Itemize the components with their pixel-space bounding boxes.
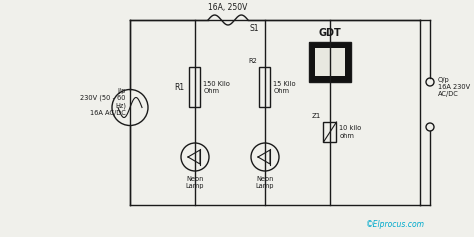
Text: Neon
Lamp: Neon Lamp [186,176,204,189]
Text: I/p
230V (50 - 60
Hz)
16A AC/DC: I/p 230V (50 - 60 Hz) 16A AC/DC [81,87,126,115]
Text: 16A, 250V: 16A, 250V [208,3,248,12]
Text: O/p
16A 230V
AC/DC: O/p 16A 230V AC/DC [438,77,470,97]
Bar [309,42,351,82]
Text: S1: S1 [250,24,259,33]
Bar [309,42,351,82]
Text: Z1: Z1 [312,113,321,119]
Text: R1: R1 [174,82,184,91]
Text: 150 Kilo
Ohm: 150 Kilo Ohm [203,81,230,94]
Bar [190,67,201,107]
Text: ©Elprocus.com: ©Elprocus.com [366,220,425,229]
Bar [259,67,271,107]
Text: Neon
Lamp: Neon Lamp [256,176,274,189]
Text: 15 Kilo
Ohm: 15 Kilo Ohm [273,81,296,94]
Bar [315,48,345,76]
Text: 10 kilo
ohm: 10 kilo ohm [339,126,362,138]
Text: R2: R2 [249,58,257,64]
Text: GDT: GDT [319,28,341,38]
Bar [323,122,337,142]
